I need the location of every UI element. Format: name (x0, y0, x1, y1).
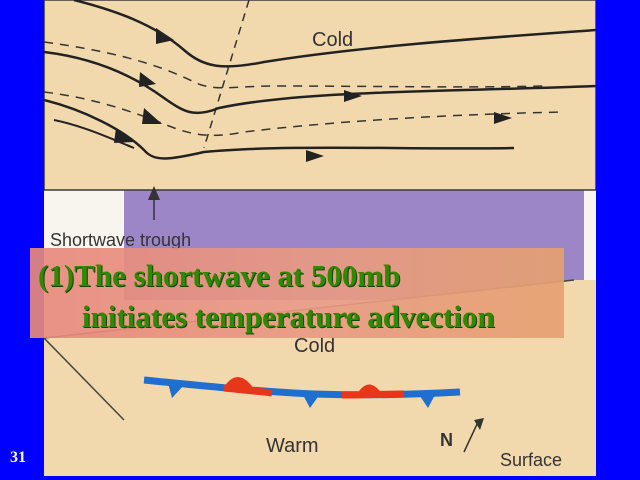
caption-background (30, 248, 564, 338)
streamline-1 (73, 0, 596, 68)
flow-arrow (344, 90, 362, 102)
warm-front-bump (224, 376, 254, 389)
trough-label: Shortwave trough (50, 230, 191, 250)
caption-line-2: initiates temperature advection (82, 299, 495, 334)
flow-arrow (156, 28, 174, 44)
north-arrowhead-icon (474, 418, 484, 430)
cold-front-tooth (418, 393, 436, 408)
flow-arrow (494, 112, 512, 124)
caption-line-1: (1)The shortwave at 500mb (38, 258, 401, 293)
trough-pointer-head (148, 186, 160, 200)
slide-number: 31 (10, 449, 26, 466)
flow-arrow (306, 150, 324, 162)
flow-arrow (114, 128, 134, 143)
surface-label: Surface (500, 450, 562, 470)
north-label: N (440, 430, 453, 450)
upper-cold-label: Cold (312, 29, 353, 51)
streamline-2 (44, 50, 596, 115)
flow-arrow (139, 72, 156, 87)
caption-box: (1)The shortwave at 500mb initiates temp… (30, 248, 564, 338)
flow-arrow (142, 108, 162, 124)
warm-front-segment (223, 384, 273, 397)
lower-panel-edge-left (44, 337, 125, 421)
isotherm-dashed-1 (44, 41, 545, 89)
north-arrow-icon (463, 421, 479, 453)
warm-front-segment (341, 390, 405, 399)
warm-label: Warm (266, 435, 319, 457)
cold-front-tooth (168, 383, 184, 398)
streamline-3 (44, 98, 515, 160)
lower-cold-label: Cold (294, 335, 335, 357)
isotherm-dashed-2 (44, 91, 565, 137)
trough-axis-dashed (203, 0, 250, 149)
cold-front-tooth (302, 393, 320, 408)
streamline-4 (53, 119, 135, 149)
frontal-diagram: Cold Shortwave trough Cold Warm N Surfac… (44, 0, 596, 476)
warm-front-bump (357, 384, 382, 394)
